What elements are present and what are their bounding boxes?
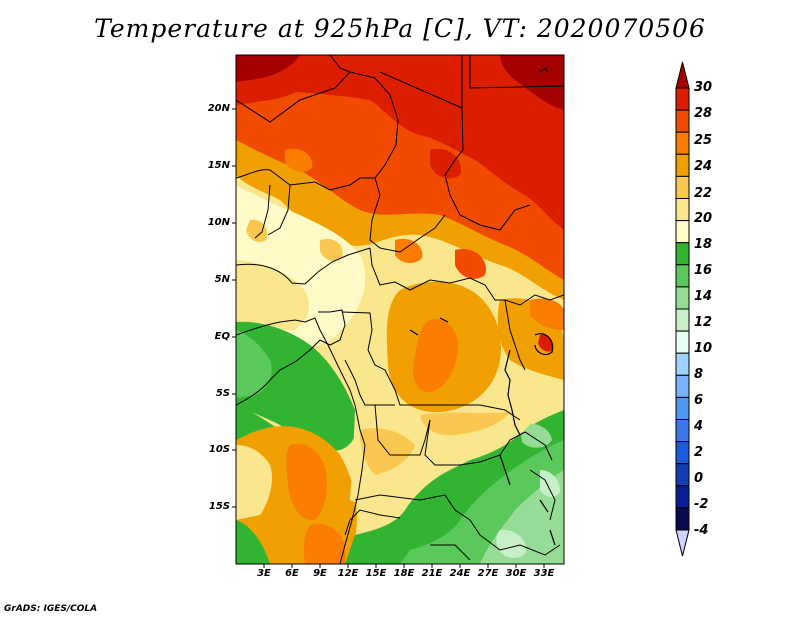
lat-label-15s: 15S xyxy=(208,501,230,512)
lat-label-eq: EQ xyxy=(214,331,230,342)
colorbar-label-18: 18 xyxy=(694,237,713,252)
colorbar-segment xyxy=(675,264,690,288)
lon-label-33e: 33E xyxy=(533,568,555,579)
colorbar-segment xyxy=(675,87,690,111)
colorbar-label-28: 28 xyxy=(694,106,713,121)
lon-label-6e: 6E xyxy=(285,568,299,579)
colorbar-label-neg4: -4 xyxy=(694,523,709,538)
colorbar-label-2: 2 xyxy=(694,445,704,460)
colorbar-segment xyxy=(675,286,690,310)
lon-label-9e: 9E xyxy=(313,568,327,579)
lon-label-30e: 30E xyxy=(505,568,527,579)
lon-label-12e: 12E xyxy=(337,568,359,579)
colorbar-label-24: 24 xyxy=(694,159,713,174)
colorbar-label-10: 10 xyxy=(694,341,713,356)
colorbar-segment xyxy=(675,396,690,420)
colorbar-segment xyxy=(675,507,690,531)
colorbar-label-8: 8 xyxy=(694,367,704,382)
lat-label-15n: 15N xyxy=(207,160,230,171)
colorbar-segment xyxy=(675,109,690,133)
lon-label-15e: 15E xyxy=(365,568,387,579)
colorbar-label-12: 12 xyxy=(694,315,713,330)
lon-label-21e: 21E xyxy=(421,568,443,579)
colorbar-segment xyxy=(675,374,690,398)
colorbar-segment xyxy=(675,419,690,443)
colorbar-label-16: 16 xyxy=(694,263,713,278)
colorbar-label-4: 4 xyxy=(694,419,704,434)
axis-ticks xyxy=(232,108,545,568)
map-title: Temperature at 925hPa [C], VT: 202007050… xyxy=(94,14,706,43)
colorbar-segment xyxy=(675,330,690,354)
lon-label-24e: 24E xyxy=(449,568,471,579)
colorbar xyxy=(675,61,690,557)
colorbar-segment xyxy=(675,131,690,155)
colorbar-segment xyxy=(675,308,690,332)
colorbar-bottom-triangle xyxy=(675,529,690,557)
lat-label-10n: 10N xyxy=(207,217,230,228)
lon-label-3e: 3E xyxy=(257,568,271,579)
colorbar-segment xyxy=(675,352,690,376)
colorbar-segment xyxy=(675,441,690,465)
lat-label-20n: 20N xyxy=(207,103,230,114)
colorbar-label-14: 14 xyxy=(694,289,713,304)
temperature-field xyxy=(236,55,564,564)
lon-label-27e: 27E xyxy=(477,568,499,579)
colorbar-segment xyxy=(675,485,690,509)
country-borders xyxy=(236,55,564,564)
colorbar-segment xyxy=(675,153,690,177)
colorbar-segment xyxy=(675,463,690,487)
colorbar-segment xyxy=(675,175,690,199)
colorbar-label-30: 30 xyxy=(694,80,713,95)
lat-label-5n: 5N xyxy=(214,274,230,285)
colorbar-label-25: 25 xyxy=(694,133,713,148)
map-frame xyxy=(235,54,565,565)
grads-credit: GrADS: IGES/COLA xyxy=(4,604,98,614)
colorbar-top-triangle xyxy=(675,61,690,89)
colorbar-label-22: 22 xyxy=(694,186,713,201)
lon-label-18e: 18E xyxy=(393,568,415,579)
colorbar-segment xyxy=(675,242,690,266)
lat-label-10s: 10S xyxy=(208,444,230,455)
colorbar-segment xyxy=(675,198,690,222)
colorbar-label-0: 0 xyxy=(694,471,704,486)
colorbar-segment xyxy=(675,220,690,244)
colorbar-label-6: 6 xyxy=(694,393,704,408)
colorbar-label-20: 20 xyxy=(694,211,713,226)
colorbar-label-neg2: -2 xyxy=(694,497,709,512)
lat-label-5s: 5S xyxy=(215,388,230,399)
